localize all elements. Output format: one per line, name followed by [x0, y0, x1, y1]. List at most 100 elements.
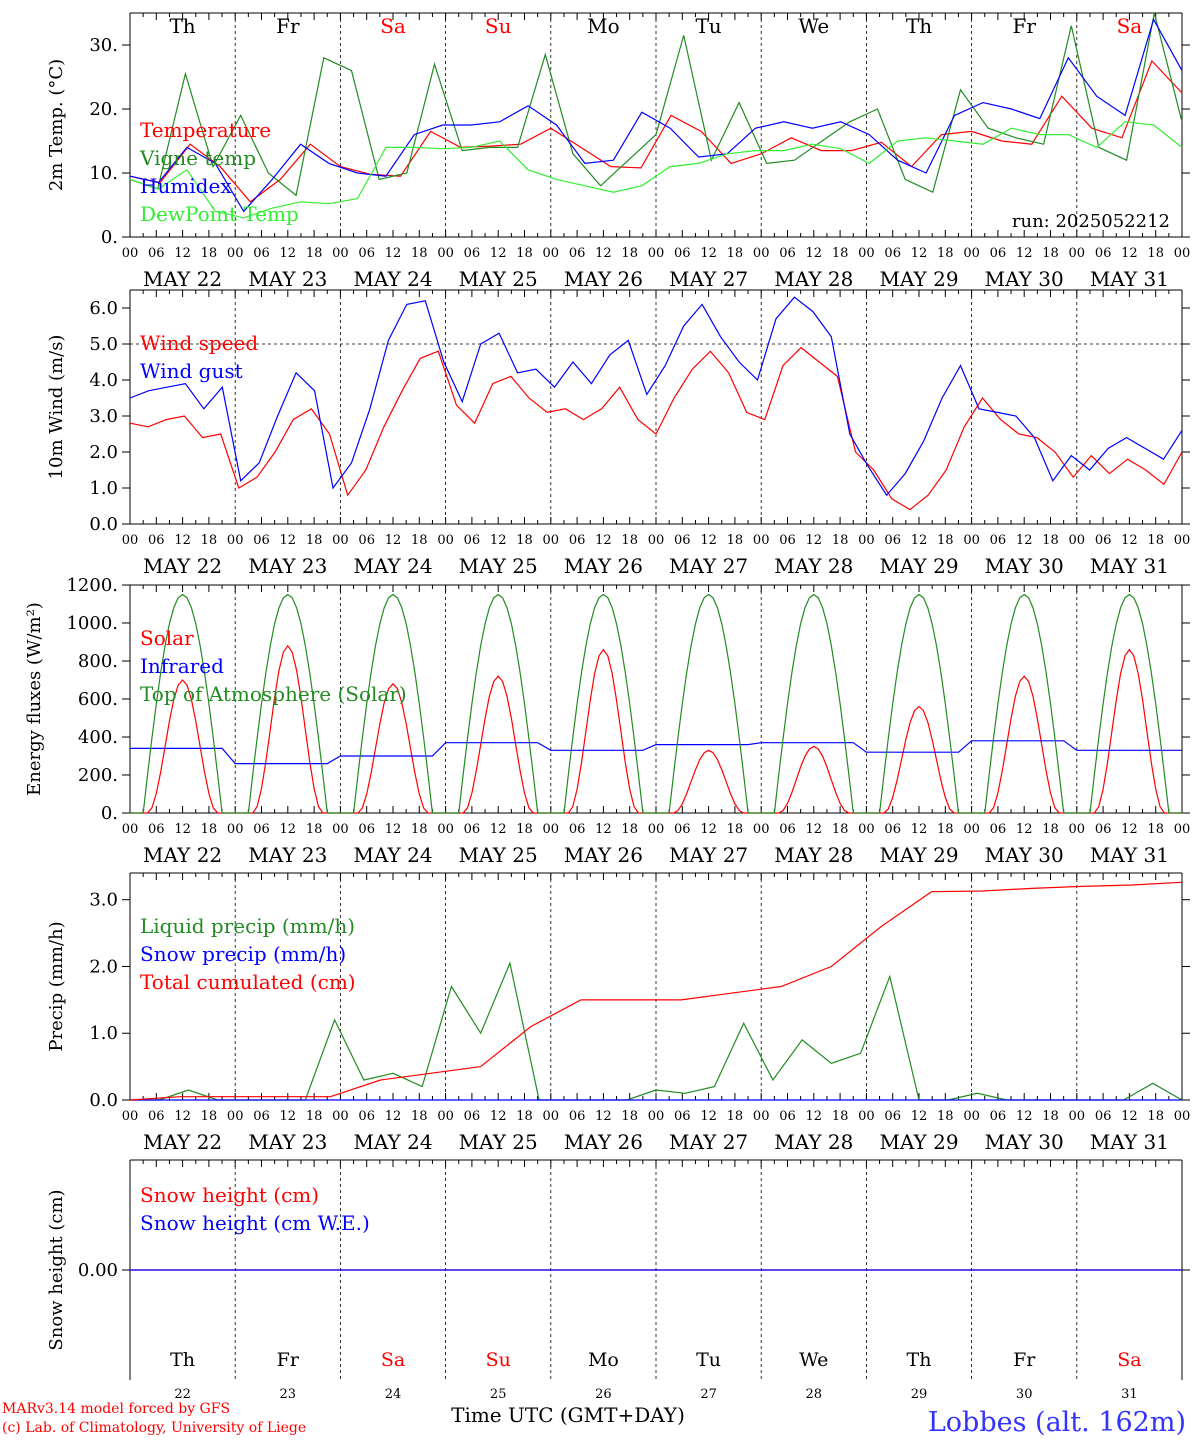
x-date-label: MAY 30	[985, 843, 1064, 867]
x-hour-label: 00	[1174, 1109, 1191, 1124]
x-hour-label: 18	[1042, 822, 1059, 837]
x-hour-label: 12	[174, 533, 191, 548]
y-tick-label: 1.0	[89, 1023, 118, 1044]
y-tick-label: 5.0	[89, 334, 118, 355]
y-axis-title: 2m Temp. (°C)	[46, 59, 67, 191]
x-hour-label: 06	[779, 533, 796, 548]
x-hour-label: 18	[1147, 1109, 1164, 1124]
y-tick-label: 0.00	[78, 1260, 118, 1281]
x-date-label: MAY 28	[774, 1130, 853, 1154]
x-hour-label: 18	[621, 533, 638, 548]
bottom-day-number: 30	[1016, 1387, 1033, 1402]
x-date-label: MAY 28	[774, 267, 853, 291]
x-hour-label: 18	[306, 533, 323, 548]
day-name: Su	[485, 14, 512, 38]
x-hour-label: 00	[543, 822, 560, 837]
x-date-label: MAY 27	[669, 843, 748, 867]
x-hour-label: 00	[227, 1109, 244, 1124]
series-line-wind-speed	[129, 346, 1183, 511]
x-hour-label: 06	[148, 246, 165, 261]
x-hour-label: 06	[1095, 533, 1112, 548]
x-hour-label: 12	[490, 822, 507, 837]
x-hour-label: 00	[858, 533, 875, 548]
x-hour-label: 18	[201, 1109, 218, 1124]
legend-entry: Snow height (cm)	[140, 1183, 319, 1207]
day-name: Mo	[587, 14, 620, 38]
x-hour-label: 12	[700, 822, 717, 837]
x-hour-label: 00	[437, 533, 454, 548]
x-date-label: MAY 22	[143, 267, 222, 291]
x-hour-label: 00	[858, 246, 875, 261]
panel-3: 00 06 12 18 00 06 12 18 00 06 12 18 00 06 12 18 00 06 12 18…	[24, 575, 1190, 867]
bottom-day-number: 24	[385, 1387, 402, 1402]
y-axis-title: 10m Wind (m/s)	[46, 335, 67, 480]
bottom-day-number: 25	[490, 1387, 507, 1402]
x-date-label: MAY 26	[564, 1130, 643, 1154]
x-hour-label: 06	[884, 822, 901, 837]
x-hour-label: 06	[358, 246, 375, 261]
x-date-label: MAY 23	[248, 1130, 327, 1154]
x-hour-label: 18	[306, 1109, 323, 1124]
x-hour-label: 18	[201, 533, 218, 548]
bottom-day-number: 27	[700, 1387, 717, 1402]
bottom-day-name: Su	[486, 1349, 511, 1371]
x-hour-label: 12	[385, 822, 402, 837]
x-date-label: MAY 25	[459, 843, 538, 867]
x-date-label: MAY 26	[564, 267, 643, 291]
x-hour-label: 18	[937, 533, 954, 548]
x-hour-label: 06	[990, 533, 1007, 548]
y-axis-title: Energy fluxes (W/m²)	[24, 602, 45, 796]
legend-entry: DewPoint Temp	[140, 202, 299, 226]
x-hour-label: 00	[753, 533, 770, 548]
legend-entry: Infrared	[140, 654, 224, 678]
y-tick-label: 0.0	[89, 514, 118, 535]
bottom-day-name: Mo	[588, 1349, 619, 1371]
model-credit: MARv3.14 model forced by GFS	[2, 1401, 231, 1417]
run-annotation: run: 2025052212	[1012, 211, 1170, 232]
x-date-label: MAY 29	[879, 843, 958, 867]
x-hour-label: 06	[148, 533, 165, 548]
x-hour-label: 06	[148, 822, 165, 837]
x-hour-label: 00	[122, 822, 139, 837]
x-hour-label: 18	[306, 246, 323, 261]
x-hour-label: 12	[911, 533, 928, 548]
day-name: Sa	[380, 14, 406, 38]
x-hour-label: 12	[280, 246, 297, 261]
x-hour-label: 18	[516, 822, 533, 837]
x-date-label: MAY 27	[669, 267, 748, 291]
x-hour-label: 12	[1016, 1109, 1033, 1124]
x-hour-label: 12	[1121, 1109, 1138, 1124]
bottom-day-name: Fr	[1013, 1349, 1036, 1371]
x-hour-label: 00	[963, 533, 980, 548]
x-hour-label: 18	[937, 822, 954, 837]
legend-entry: Humidex	[140, 174, 232, 198]
y-tick-label: 0.	[101, 803, 118, 824]
x-date-label: MAY 29	[879, 1130, 958, 1154]
x-date-label: MAY 30	[985, 554, 1064, 578]
legend-entry: Top of Atmosphere (Solar)	[140, 682, 407, 706]
x-hour-label: 00	[1174, 533, 1191, 548]
x-date-label: MAY 25	[459, 554, 538, 578]
legend-entry: Wind gust	[140, 359, 243, 383]
x-hour-label: 00	[648, 533, 665, 548]
x-hour-label: 18	[727, 822, 744, 837]
x-hour-label: 12	[280, 822, 297, 837]
x-hour-label: 06	[253, 822, 270, 837]
x-hour-label: 06	[884, 246, 901, 261]
x-hour-label: 00	[1069, 1109, 1086, 1124]
x-date-label: MAY 31	[1090, 1130, 1169, 1154]
legend-entry: Total cumulated (cm)	[140, 970, 356, 994]
x-hour-label: 12	[700, 246, 717, 261]
x-hour-label: 00	[648, 822, 665, 837]
day-name: Th	[906, 14, 932, 38]
panel-5: 0.00 Snow height (cm) Snow height (cm) Snow…	[46, 1159, 1190, 1380]
x-hour-label: 00	[1069, 822, 1086, 837]
series-line-vigne-temp	[129, 12, 1183, 197]
x-hour-label: 12	[174, 246, 191, 261]
y-tick-label: 2.0	[89, 956, 118, 977]
bottom-day-name: Sa	[1117, 1349, 1141, 1371]
x-hour-label: 12	[806, 1109, 823, 1124]
x-hour-label: 12	[806, 246, 823, 261]
x-hour-label: 12	[1121, 822, 1138, 837]
